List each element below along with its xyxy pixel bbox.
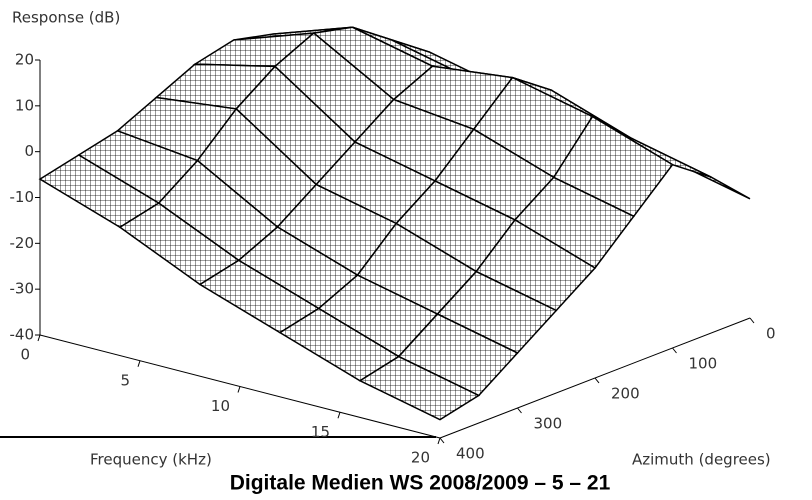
z-tick-label: 0	[24, 142, 34, 160]
x-tick	[37, 334, 41, 342]
y-tick	[517, 407, 522, 414]
z-tick-label: 20	[15, 51, 34, 69]
y-tick	[672, 347, 677, 354]
y-tick-label: 400	[456, 445, 485, 463]
x-tick	[337, 412, 341, 419]
x-tick	[137, 360, 141, 367]
y-tick-label: 0	[766, 325, 776, 343]
z-tick-label: 10	[15, 96, 34, 114]
z-axis-label: Response (dB)	[12, 9, 120, 27]
z-tick-label: -10	[10, 188, 35, 206]
footer: Digitale Medien WS 2008/2009 – 5 – 21	[230, 472, 611, 495]
y-tick-label: 200	[611, 385, 640, 403]
z-tick-label: -40	[10, 326, 35, 344]
x-tick-label: 0	[20, 346, 30, 364]
z-tick-label: -30	[10, 280, 35, 298]
x-axis-label: Frequency (kHz)	[90, 451, 212, 469]
z-tick-label: -20	[10, 234, 35, 252]
x-tick-label: 5	[120, 371, 130, 389]
y-tick	[594, 377, 600, 384]
x-tick-label: 15	[311, 423, 330, 441]
x-tick	[237, 386, 241, 393]
y-tick-label: 100	[689, 355, 718, 373]
y-axis-label: Azimuth (degrees)	[632, 451, 771, 469]
surface-patch	[358, 355, 481, 421]
x-tick	[437, 437, 441, 445]
y-tick	[749, 317, 755, 324]
x-tick-label: 10	[211, 397, 230, 415]
x-tick-label: 20	[411, 449, 430, 467]
y-tick	[439, 437, 445, 444]
y-tick-label: 300	[534, 415, 563, 433]
